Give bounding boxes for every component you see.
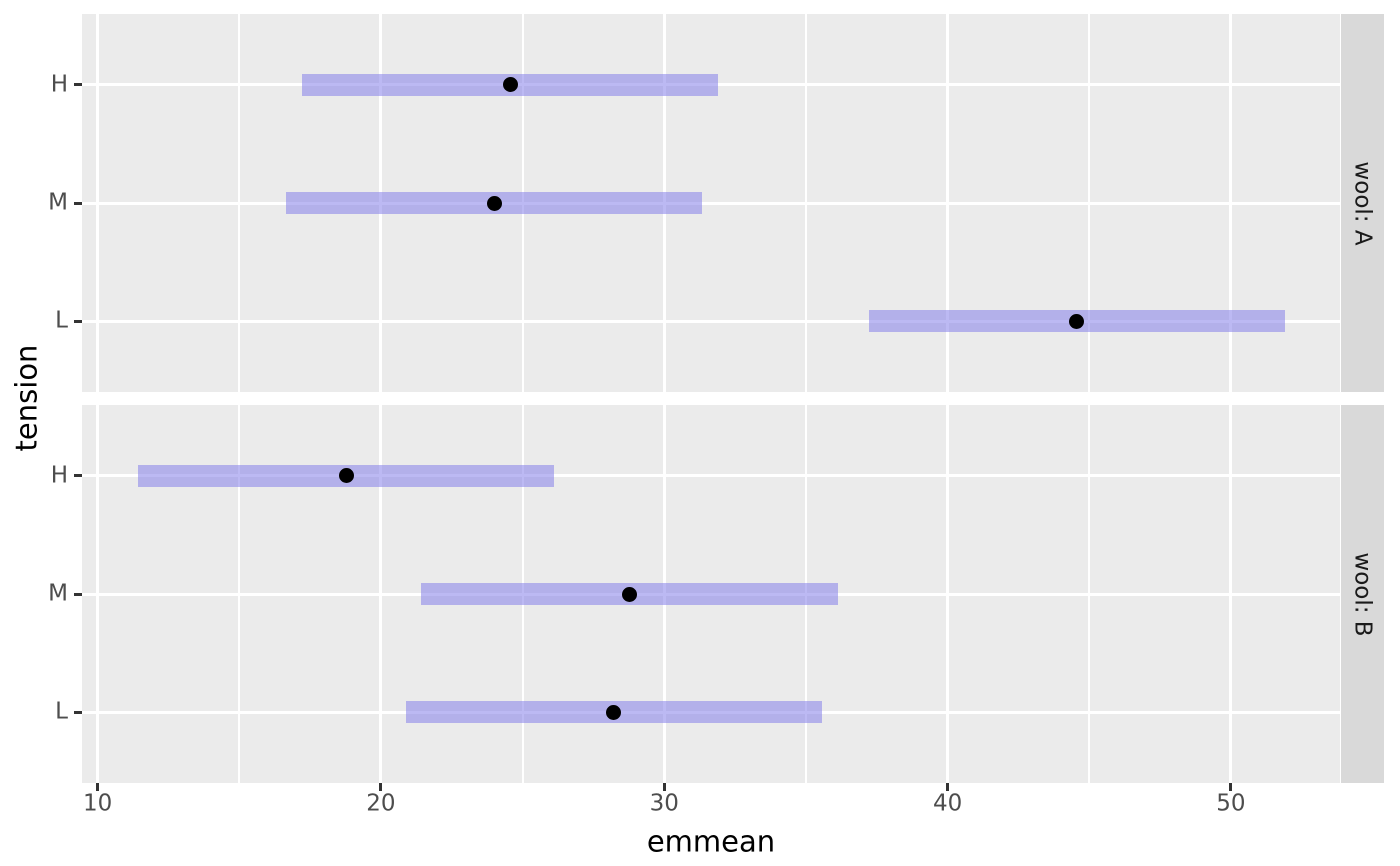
gridline-major-horizontal <box>82 474 1340 478</box>
x-tick-label: 20 <box>366 790 396 817</box>
y-tick-mark <box>74 474 82 478</box>
facet-panel-a <box>82 14 1340 392</box>
y-tick-mark <box>74 592 82 596</box>
facet-strip-label: wool: A <box>1350 160 1377 246</box>
x-tick-mark <box>1229 783 1233 791</box>
gridline-major-horizontal <box>82 319 1340 323</box>
y-tick-label: M <box>48 189 68 216</box>
y-axis-title: tension <box>9 344 44 452</box>
x-tick-label: 10 <box>82 790 113 817</box>
x-tick-label: 50 <box>1216 790 1246 817</box>
y-tick-mark <box>74 83 82 87</box>
facet-strip-label: wool: B <box>1350 551 1376 637</box>
y-tick-label: L <box>55 307 68 334</box>
x-tick-mark <box>946 783 950 791</box>
x-tick-mark <box>379 783 383 791</box>
y-tick-mark <box>74 319 82 323</box>
facet-strip: wool: B <box>1341 405 1384 783</box>
emmean-point <box>622 586 638 602</box>
y-tick-mark <box>74 710 82 714</box>
x-axis-title: emmean <box>646 824 776 859</box>
facet-panel-b <box>82 405 1340 783</box>
y-tick-label: H <box>50 462 68 489</box>
emmean-point <box>502 77 518 93</box>
facet-strip: wool: A <box>1341 14 1384 392</box>
emmean-point <box>338 468 354 484</box>
x-tick-mark <box>662 783 666 791</box>
y-tick-label: M <box>48 580 68 607</box>
y-tick-label: L <box>55 698 68 725</box>
x-tick-mark <box>96 783 100 791</box>
x-tick-label: 30 <box>649 790 679 817</box>
x-tick-label: 40 <box>932 790 963 817</box>
emmean-point <box>1069 313 1085 329</box>
emmean-point <box>486 195 502 211</box>
gridline-major-horizontal <box>82 201 1340 205</box>
y-tick-label: H <box>50 71 68 98</box>
emmean-point <box>606 704 622 720</box>
y-tick-mark <box>74 201 82 205</box>
